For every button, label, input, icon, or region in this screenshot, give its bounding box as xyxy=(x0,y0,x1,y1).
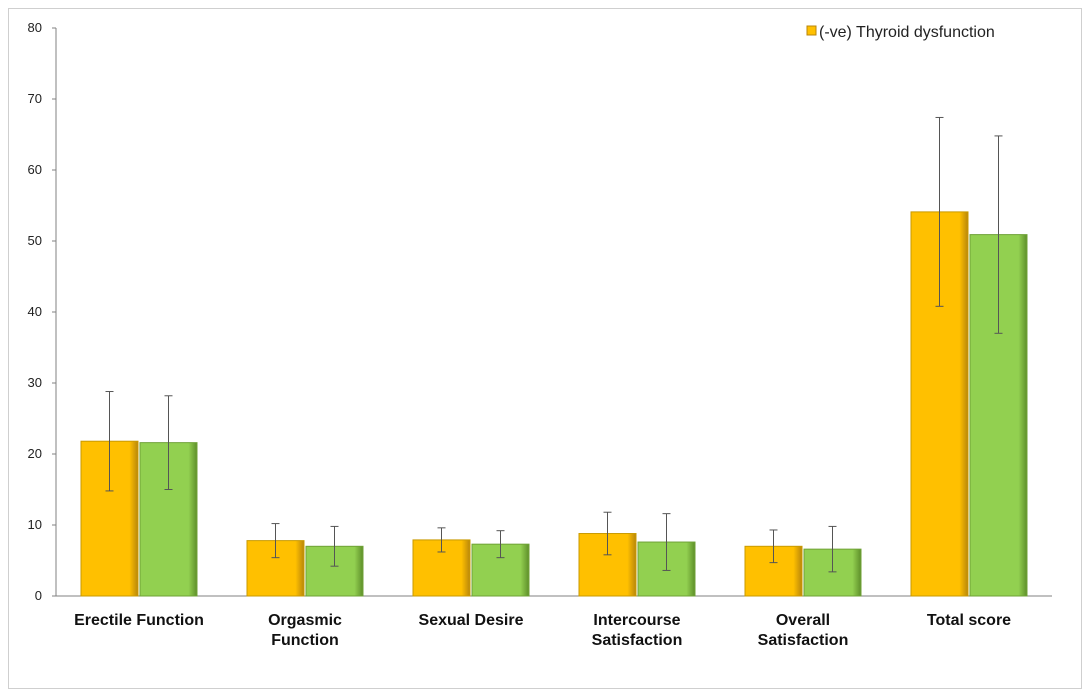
y-tick-label: 30 xyxy=(28,375,42,390)
x-category-label: Erectile Function xyxy=(74,612,204,629)
chart-bars xyxy=(80,211,1028,597)
x-category-label: Function xyxy=(271,632,339,649)
x-category-label: Satisfaction xyxy=(592,632,683,649)
y-tick-label: 10 xyxy=(28,517,42,532)
legend-label: (-ve) Thyroid dysfunction xyxy=(819,24,995,41)
chart-frame: 0 10 20 30 40 50 60 70 80 Erectile Function Orgas… xyxy=(8,8,1082,689)
x-category-label: Sexual Desire xyxy=(419,612,524,629)
y-tick-label: 60 xyxy=(28,162,42,177)
chart-error-bars xyxy=(105,116,1003,573)
y-tick-label: 40 xyxy=(28,304,42,319)
x-axis-labels: Erectile Function Orgasmic Function Sexual … xyxy=(74,612,1011,649)
x-category-label: Intercourse xyxy=(593,612,680,629)
x-category-label: Overall xyxy=(776,612,830,629)
y-tick-label: 0 xyxy=(35,588,42,603)
bar-chart: 0 10 20 30 40 50 60 70 80 Erectile Function Orgas… xyxy=(28,20,1052,649)
y-tick-label: 80 xyxy=(28,20,42,35)
y-tick-label: 20 xyxy=(28,446,42,461)
y-tick-label: 50 xyxy=(28,233,42,248)
chart-axes: 0 10 20 30 40 50 60 70 80 xyxy=(28,20,1052,603)
y-tick-label: 70 xyxy=(28,91,42,106)
x-category-label: Orgasmic xyxy=(268,612,342,629)
bar-series-0-cat-0 xyxy=(80,440,139,597)
x-category-label: Total score xyxy=(927,612,1011,629)
x-category-label: Satisfaction xyxy=(758,632,849,649)
chart-legend: (-ve) Thyroid dysfunction xyxy=(806,24,995,41)
legend-swatch xyxy=(806,25,817,36)
